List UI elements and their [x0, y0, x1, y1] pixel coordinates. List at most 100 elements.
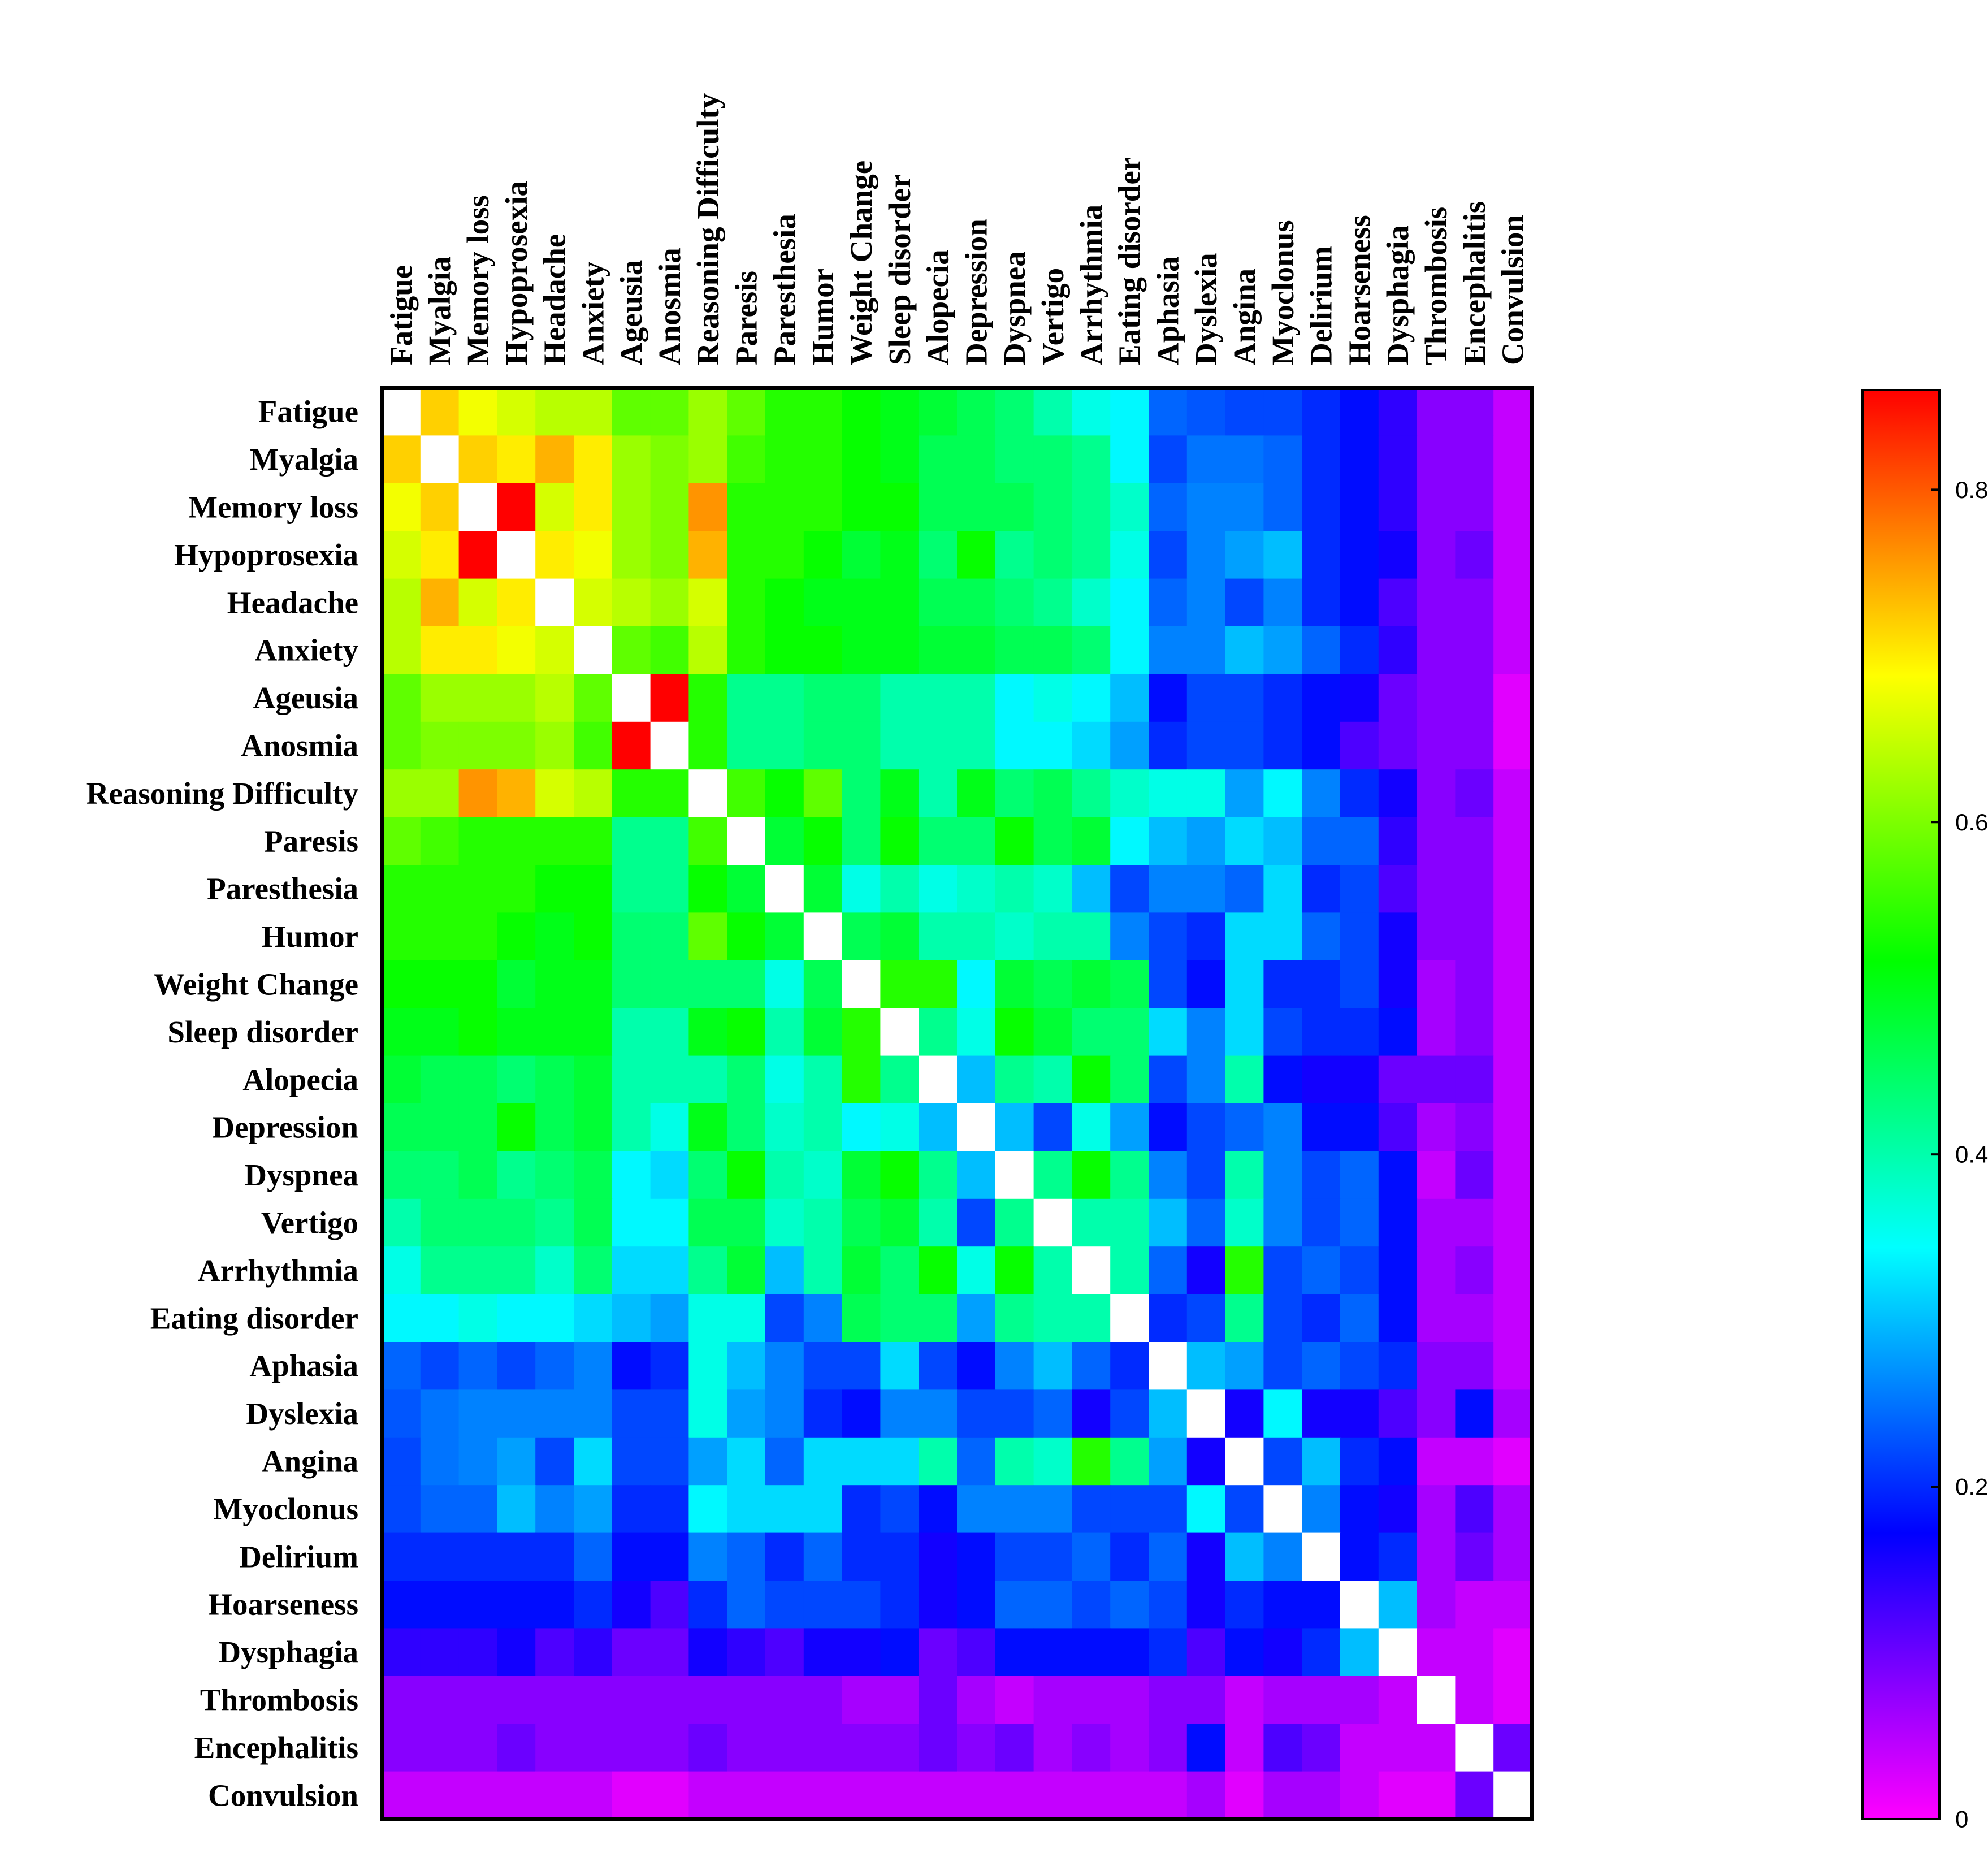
heatmap-cell-myoclonus-myoclonus	[1263, 1485, 1302, 1534]
heatmap-cell-convulsion-sleep-disorder	[880, 1771, 919, 1820]
heatmap-cell-eating-disorder-myalgia	[420, 1294, 460, 1343]
heatmap-cell-memory-loss-convulsion	[1493, 483, 1532, 531]
heatmap-cell-anxiety-memory-loss	[458, 626, 498, 675]
heatmap-cell-headache-myoclonus	[1263, 578, 1302, 627]
heatmap-cell-angina-headache	[535, 1437, 574, 1486]
heatmap-cell-myalgia-aphasia	[1149, 435, 1188, 484]
heatmap-cell-fatigue-encephalitis	[1455, 388, 1494, 436]
heatmap-cell-arrhythmia-encephalitis	[1455, 1246, 1494, 1295]
heatmap-cell-convulsion-fatigue	[382, 1771, 421, 1820]
heatmap-cell-hoarseness-anosmia	[650, 1581, 690, 1629]
heatmap-cell-anosmia-paresis	[727, 721, 766, 770]
heatmap-cell-headache-dyslexia	[1186, 578, 1226, 627]
heatmap-cell-depression-myoclonus	[1263, 1103, 1302, 1152]
heatmap-cell-humor-aphasia	[1149, 912, 1188, 961]
heatmap-cell-vertigo-humor	[803, 1198, 843, 1247]
heatmap-cell-delirium-reasoning-difficulty	[688, 1532, 727, 1581]
heatmap-cell-myoclonus-hoarseness	[1340, 1485, 1379, 1534]
heatmap-cell-aphasia-hoarseness	[1340, 1342, 1379, 1391]
heatmap-cell-eating-disorder-dyspnea	[995, 1294, 1034, 1343]
heatmap-cell-paresthesia-hypoprosexia	[497, 865, 536, 913]
heatmap-cell-ageusia-convulsion	[1493, 674, 1532, 722]
heatmap-cell-anxiety-dyslexia	[1186, 626, 1226, 675]
heatmap-cell-eating-disorder-paresis	[727, 1294, 766, 1343]
heatmap-cell-angina-dyslexia	[1186, 1437, 1226, 1486]
heatmap-cell-convulsion-delirium	[1302, 1771, 1341, 1820]
heatmap-cell-aphasia-angina	[1225, 1342, 1264, 1391]
heatmap-cell-hoarseness-aphasia	[1149, 1581, 1188, 1629]
heatmap-cell-alopecia-ageusia	[612, 1055, 651, 1104]
heatmap-cell-convulsion-vertigo	[1033, 1771, 1073, 1820]
heatmap-cell-convulsion-myoclonus	[1263, 1771, 1302, 1820]
heatmap-cell-dyspnea-alopecia	[919, 1151, 958, 1200]
heatmap-cell-humor-myoclonus	[1263, 912, 1302, 961]
heatmap-cell-reasoning-difficulty-alopecia	[919, 769, 958, 818]
heatmap-cell-delirium-paresthesia	[765, 1532, 804, 1581]
heatmap-cell-arrhythmia-headache	[535, 1246, 574, 1295]
heatmap-cell-thrombosis-ageusia	[612, 1676, 651, 1724]
heatmap-cell-paresis-aphasia	[1149, 817, 1188, 865]
heatmap-cell-anosmia-ageusia	[612, 721, 651, 770]
heatmap-cell-delirium-alopecia	[919, 1532, 958, 1581]
heatmap-cell-hoarseness-memory-loss	[458, 1581, 498, 1629]
row-label-encephalitis: Encephalitis	[194, 1730, 358, 1765]
heatmap-cell-anxiety-paresis	[727, 626, 766, 675]
column-label-anosmia: Anosmia	[652, 248, 687, 365]
heatmap-cell-dyslexia-convulsion	[1493, 1389, 1532, 1438]
heatmap-cell-dysphagia-eating-disorder	[1110, 1628, 1149, 1677]
heatmap-cell-dysphagia-headache	[535, 1628, 574, 1677]
heatmap-cell-anxiety-myalgia	[420, 626, 460, 675]
heatmap-cell-myalgia-arrhythmia	[1072, 435, 1111, 484]
heatmap-cell-headache-anosmia	[650, 578, 690, 627]
heatmap-cell-headache-angina	[1225, 578, 1264, 627]
heatmap-cell-encephalitis-fatigue	[382, 1724, 421, 1772]
heatmap-cell-myoclonus-hypoprosexia	[497, 1485, 536, 1534]
heatmap-cell-hypoprosexia-memory-loss	[458, 531, 498, 579]
heatmap-cell-headache-dyspnea	[995, 578, 1034, 627]
heatmap-cell-dysphagia-reasoning-difficulty	[688, 1628, 727, 1677]
heatmap-cell-humor-dyspnea	[995, 912, 1034, 961]
heatmap-cell-ageusia-hypoprosexia	[497, 674, 536, 722]
heatmap-cell-hypoprosexia-thrombosis	[1417, 531, 1456, 579]
heatmap-cell-dyslexia-delirium	[1302, 1389, 1341, 1438]
heatmap-cell-hoarseness-encephalitis	[1455, 1581, 1494, 1629]
column-label-vertigo: Vertigo	[1036, 268, 1070, 365]
heatmap-cell-eating-disorder-hypoprosexia	[497, 1294, 536, 1343]
heatmap-cell-arrhythmia-arrhythmia	[1072, 1246, 1111, 1295]
heatmap-cell-memory-loss-alopecia	[919, 483, 958, 531]
heatmap-cell-paresis-fatigue	[382, 817, 421, 865]
heatmap-cell-memory-loss-humor	[803, 483, 843, 531]
heatmap-cell-paresthesia-headache	[535, 865, 574, 913]
heatmap-cell-anxiety-dysphagia	[1378, 626, 1418, 675]
heatmap-cell-hypoprosexia-myoclonus	[1263, 531, 1302, 579]
heatmap-cell-anxiety-weight-change	[842, 626, 881, 675]
heatmap-cell-aphasia-thrombosis	[1417, 1342, 1456, 1391]
heatmap-cell-reasoning-difficulty-dysphagia	[1378, 769, 1418, 818]
heatmap-cell-alopecia-delirium	[1302, 1055, 1341, 1104]
heatmap-cell-reasoning-difficulty-paresis	[727, 769, 766, 818]
heatmap-cell-myalgia-weight-change	[842, 435, 881, 484]
heatmap-cell-myalgia-vertigo	[1033, 435, 1073, 484]
heatmap-cell-alopecia-depression	[957, 1055, 996, 1104]
heatmap-cell-paresthesia-dyslexia	[1186, 865, 1226, 913]
heatmap-cell-dyslexia-weight-change	[842, 1389, 881, 1438]
heatmap-cell-memory-loss-thrombosis	[1417, 483, 1456, 531]
heatmap-cell-dysphagia-hoarseness	[1340, 1628, 1379, 1677]
column-label-reasoning-difficulty: Reasoning Difficulty	[691, 93, 725, 365]
heatmap-cell-depression-alopecia	[919, 1103, 958, 1152]
heatmap-cell-anosmia-weight-change	[842, 721, 881, 770]
heatmap-cell-convulsion-anxiety	[574, 1771, 613, 1820]
heatmap-cell-sleep-disorder-dyslexia	[1186, 1008, 1226, 1057]
heatmap-cell-angina-humor	[803, 1437, 843, 1486]
heatmap-cell-ageusia-dyslexia	[1186, 674, 1226, 722]
heatmap-cell-arrhythmia-fatigue	[382, 1246, 421, 1295]
heatmap-cell-arrhythmia-ageusia	[612, 1246, 651, 1295]
heatmap-cell-anosmia-vertigo	[1033, 721, 1073, 770]
heatmap-cell-eating-disorder-encephalitis	[1455, 1294, 1494, 1343]
heatmap-cell-dyslexia-paresthesia	[765, 1389, 804, 1438]
heatmap-cell-dyspnea-hypoprosexia	[497, 1151, 536, 1200]
heatmap-cell-delirium-humor	[803, 1532, 843, 1581]
heatmap-cell-fatigue-vertigo	[1033, 388, 1073, 436]
heatmap-cell-headache-anxiety	[574, 578, 613, 627]
heatmap-cell-arrhythmia-paresis	[727, 1246, 766, 1295]
